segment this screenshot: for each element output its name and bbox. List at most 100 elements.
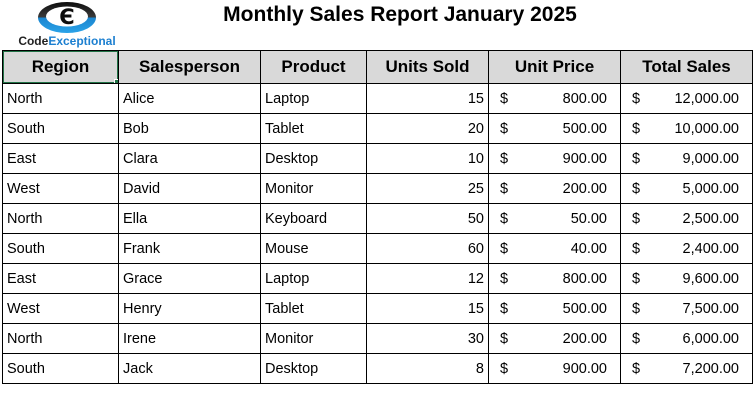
- cell-product[interactable]: Tablet: [260, 113, 367, 144]
- cell-salesperson[interactable]: Clara: [118, 143, 261, 174]
- currency-symbol: $: [500, 330, 509, 347]
- cell-salesperson[interactable]: Alice: [118, 83, 261, 114]
- cell-region[interactable]: East: [2, 143, 119, 174]
- cell-product[interactable]: Desktop: [260, 143, 367, 174]
- cell-region[interactable]: North: [2, 323, 119, 354]
- cell-units-sold[interactable]: 12: [366, 263, 489, 294]
- cell-salesperson[interactable]: Irene: [118, 323, 261, 354]
- table-row: West David Monitor 25 $200.00 $5,000.00: [2, 173, 753, 204]
- cell-units-sold[interactable]: 10: [366, 143, 489, 174]
- page-title: Monthly Sales Report January 2025: [223, 3, 577, 26]
- brand-logo: Є CodeExceptional: [8, 1, 126, 47]
- table-row: East Clara Desktop 10 $900.00 $9,000.00: [2, 143, 753, 174]
- cell-salesperson[interactable]: David: [118, 173, 261, 204]
- currency-symbol: $: [500, 210, 509, 227]
- cell-region[interactable]: West: [2, 173, 119, 204]
- cell-salesperson[interactable]: Bob: [118, 113, 261, 144]
- currency-symbol: $: [500, 150, 509, 167]
- cell-salesperson[interactable]: Henry: [118, 293, 261, 324]
- cell-product[interactable]: Monitor: [260, 323, 367, 354]
- cell-total-sales[interactable]: $9,600.00: [620, 263, 753, 294]
- cell-units-sold[interactable]: 60: [366, 233, 489, 264]
- currency-symbol: $: [500, 180, 509, 197]
- cell-units-sold[interactable]: 15: [366, 293, 489, 324]
- cell-unit-price[interactable]: $40.00: [488, 233, 621, 264]
- cell-units-sold[interactable]: 15: [366, 83, 489, 114]
- cell-salesperson[interactable]: Ella: [118, 203, 261, 234]
- cell-unit-price[interactable]: $50.00: [488, 203, 621, 234]
- column-header-salesperson[interactable]: Salesperson: [118, 50, 261, 84]
- table-row: North Alice Laptop 15 $800.00 $12,000.00: [2, 83, 753, 114]
- cell-unit-price[interactable]: $800.00: [488, 83, 621, 114]
- currency-symbol: $: [632, 210, 641, 227]
- cell-unit-price[interactable]: $200.00: [488, 323, 621, 354]
- cell-units-sold[interactable]: 25: [366, 173, 489, 204]
- currency-symbol: $: [632, 330, 641, 347]
- cell-units-sold[interactable]: 30: [366, 323, 489, 354]
- currency-symbol: $: [500, 300, 509, 317]
- cell-unit-price[interactable]: $500.00: [488, 113, 621, 144]
- cell-total-sales[interactable]: $5,000.00: [620, 173, 753, 204]
- currency-symbol: $: [500, 240, 509, 257]
- selection-fill-handle[interactable]: [114, 79, 118, 83]
- currency-symbol: $: [632, 180, 641, 197]
- cell-total-sales[interactable]: $7,200.00: [620, 353, 753, 384]
- cell-total-sales[interactable]: $2,500.00: [620, 203, 753, 234]
- cell-units-sold[interactable]: 8: [366, 353, 489, 384]
- cell-unit-price[interactable]: $500.00: [488, 293, 621, 324]
- currency-symbol: $: [632, 90, 641, 107]
- table-row: South Bob Tablet 20 $500.00 $10,000.00: [2, 113, 753, 144]
- currency-symbol: $: [500, 90, 509, 107]
- cell-product[interactable]: Laptop: [260, 83, 367, 114]
- table-row: West Henry Tablet 15 $500.00 $7,500.00: [2, 293, 753, 324]
- cell-total-sales[interactable]: $12,000.00: [620, 83, 753, 114]
- cell-total-sales[interactable]: $9,000.00: [620, 143, 753, 174]
- currency-symbol: $: [632, 150, 641, 167]
- cell-total-sales[interactable]: $7,500.00: [620, 293, 753, 324]
- cell-product[interactable]: Desktop: [260, 353, 367, 384]
- cell-product[interactable]: Monitor: [260, 173, 367, 204]
- column-header-total-sales[interactable]: Total Sales: [620, 50, 753, 84]
- cell-region[interactable]: North: [2, 203, 119, 234]
- svg-text:Є: Є: [59, 5, 74, 29]
- brand-name-accent: Exceptional: [48, 34, 116, 48]
- cell-salesperson[interactable]: Jack: [118, 353, 261, 384]
- cell-product[interactable]: Keyboard: [260, 203, 367, 234]
- column-header-region[interactable]: Region: [2, 50, 119, 84]
- ce-swoosh-logo-icon: Є: [38, 2, 96, 33]
- cell-region[interactable]: East: [2, 263, 119, 294]
- column-header-units-sold[interactable]: Units Sold: [366, 50, 489, 84]
- cell-salesperson[interactable]: Frank: [118, 233, 261, 264]
- cell-units-sold[interactable]: 50: [366, 203, 489, 234]
- currency-symbol: $: [632, 240, 641, 257]
- cell-total-sales[interactable]: $2,400.00: [620, 233, 753, 264]
- cell-salesperson[interactable]: Grace: [118, 263, 261, 294]
- cell-product[interactable]: Laptop: [260, 263, 367, 294]
- sales-table: Region Salesperson Product Units Sold Un…: [2, 50, 753, 384]
- cell-total-sales[interactable]: $6,000.00: [620, 323, 753, 354]
- cell-region[interactable]: North: [2, 83, 119, 114]
- cell-region[interactable]: West: [2, 293, 119, 324]
- cell-region[interactable]: South: [2, 233, 119, 264]
- cell-total-sales[interactable]: $10,000.00: [620, 113, 753, 144]
- cell-unit-price[interactable]: $900.00: [488, 143, 621, 174]
- cell-product[interactable]: Tablet: [260, 293, 367, 324]
- table-row: North Ella Keyboard 50 $50.00 $2,500.00: [2, 203, 753, 234]
- cell-unit-price[interactable]: $800.00: [488, 263, 621, 294]
- table-row: East Grace Laptop 12 $800.00 $9,600.00: [2, 263, 753, 294]
- cell-unit-price[interactable]: $200.00: [488, 173, 621, 204]
- cell-region[interactable]: South: [2, 113, 119, 144]
- currency-symbol: $: [632, 120, 641, 137]
- column-header-product[interactable]: Product: [260, 50, 367, 84]
- cell-region[interactable]: South: [2, 353, 119, 384]
- table-row: South Frank Mouse 60 $40.00 $2,400.00: [2, 233, 753, 264]
- cell-unit-price[interactable]: $900.00: [488, 353, 621, 384]
- brand-name-dark: Code: [18, 34, 49, 48]
- column-header-unit-price[interactable]: Unit Price: [488, 50, 621, 84]
- currency-symbol: $: [632, 360, 641, 377]
- cell-product[interactable]: Mouse: [260, 233, 367, 264]
- table-row: South Jack Desktop 8 $900.00 $7,200.00: [2, 353, 753, 384]
- table-row: North Irene Monitor 30 $200.00 $6,000.00: [2, 323, 753, 354]
- cell-units-sold[interactable]: 20: [366, 113, 489, 144]
